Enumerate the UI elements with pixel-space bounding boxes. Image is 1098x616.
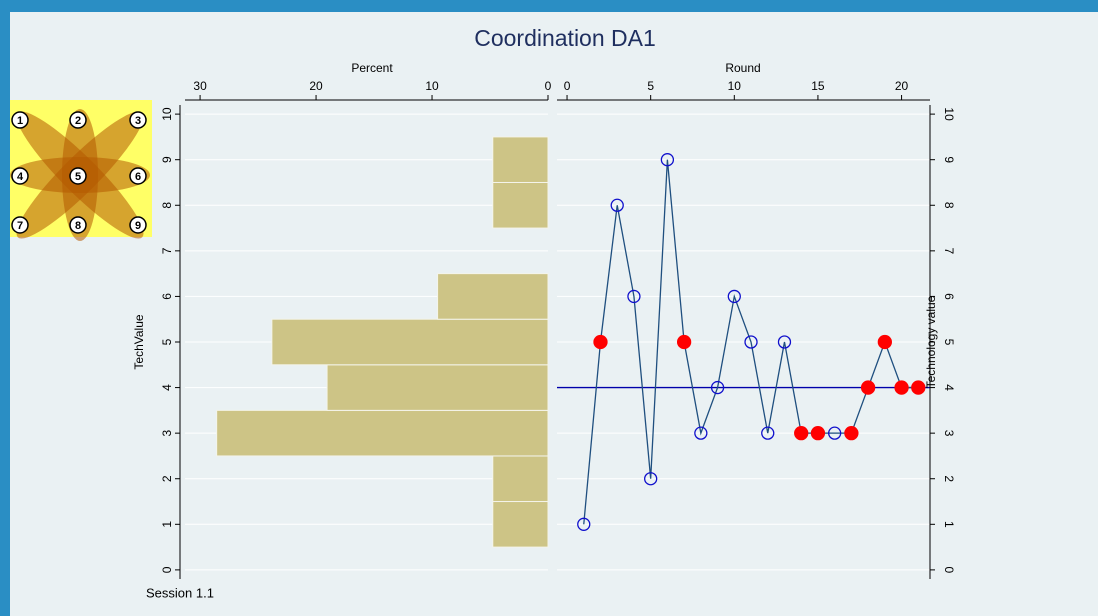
y2-tick-label: 9 [942, 156, 956, 163]
point [844, 426, 859, 441]
point [644, 472, 658, 486]
icon-label: 7 [17, 220, 23, 232]
series-line [583, 159, 919, 525]
point [761, 426, 775, 440]
x-tick-label: 5 [647, 79, 654, 93]
y2-tick-label: 0 [942, 567, 956, 574]
bar [216, 409, 549, 457]
x-tick-label: 30 [193, 79, 207, 93]
bar [492, 181, 549, 229]
x-axis-label: Percent [351, 61, 393, 75]
page: Coordination DA1 Session 1.1 1 2 3 4 5 6 7 8 9 0 1… [10, 12, 1098, 616]
y-tick-label: 6 [160, 293, 174, 300]
y-axis-label: TechValue [132, 314, 146, 369]
icon-label: 5 [75, 171, 81, 183]
icon-label: 2 [75, 115, 81, 127]
x-axis-label: Round [725, 61, 760, 75]
icon-label: 1 [17, 115, 23, 127]
x-tick-label: 10 [728, 79, 742, 93]
point [676, 334, 692, 350]
x-tick-label: 10 [425, 79, 439, 93]
point [694, 426, 708, 440]
icon-dot [11, 111, 29, 129]
y2-axis-label: Technology value [924, 295, 938, 388]
y2-tick-label: 2 [942, 475, 956, 482]
point [828, 426, 842, 440]
y-tick-label: 10 [160, 107, 174, 121]
y-tick-label: 5 [160, 338, 174, 345]
point [577, 517, 591, 531]
bar [326, 364, 549, 411]
chart-title: Coordination DA1 [474, 25, 656, 51]
icon-dot [11, 167, 29, 185]
point [710, 380, 725, 395]
icon-label: 4 [17, 171, 24, 183]
y2-tick-label: 8 [942, 202, 956, 209]
y2-tick-label: 4 [942, 384, 956, 391]
y2-tick-label: 10 [942, 107, 956, 121]
icon-dot [69, 167, 87, 185]
chart: Coordination DA1 Session 1.1 1 2 3 4 5 6 7 8 9 0 1… [10, 25, 956, 600]
bar [437, 273, 549, 320]
point [777, 335, 792, 349]
y-tick-label: 8 [160, 202, 174, 209]
point [593, 334, 608, 350]
point [810, 426, 826, 441]
x-tick-label: 0 [564, 79, 571, 93]
point [660, 153, 675, 167]
y-tick-label: 4 [160, 384, 174, 391]
point [727, 289, 741, 304]
point [610, 198, 624, 212]
y2-tick-label: 3 [942, 430, 956, 437]
y2-tick-label: 6 [942, 293, 956, 300]
x-tick-label: 20 [309, 79, 323, 93]
icon-dot [69, 111, 87, 129]
point [894, 380, 909, 395]
bar [492, 455, 549, 503]
icon-label: 9 [135, 220, 141, 232]
x-tick-label: 20 [895, 79, 909, 93]
point [627, 289, 641, 304]
icon-dot [69, 216, 87, 234]
icon-dot [129, 167, 147, 185]
footer: Session 1.1 [146, 585, 214, 600]
y2-tick-label: 5 [942, 339, 956, 346]
point [744, 335, 758, 349]
point [794, 426, 809, 441]
x-tick-label: 15 [811, 79, 825, 93]
y-tick-label: 7 [160, 247, 174, 254]
y-tick-label: 9 [160, 156, 174, 163]
y2-tick-label: 7 [942, 248, 956, 255]
icon-dot [11, 216, 29, 234]
bar [271, 318, 549, 366]
y2-tick-label: 1 [942, 521, 956, 528]
y-tick-label: 0 [160, 566, 174, 573]
point [860, 380, 876, 395]
point [911, 380, 926, 395]
icon-dot [129, 216, 147, 234]
y-tick-label: 2 [160, 475, 174, 482]
x-tick-label: 0 [545, 79, 552, 93]
icon-label: 8 [75, 220, 81, 232]
point [877, 334, 892, 350]
bar [492, 501, 549, 548]
icon-label: 3 [135, 115, 141, 127]
y-tick-label: 1 [160, 521, 174, 528]
bar [492, 136, 549, 183]
icon-label: 6 [135, 171, 141, 183]
icon-dot [129, 111, 147, 129]
y-tick-label: 3 [160, 429, 174, 436]
